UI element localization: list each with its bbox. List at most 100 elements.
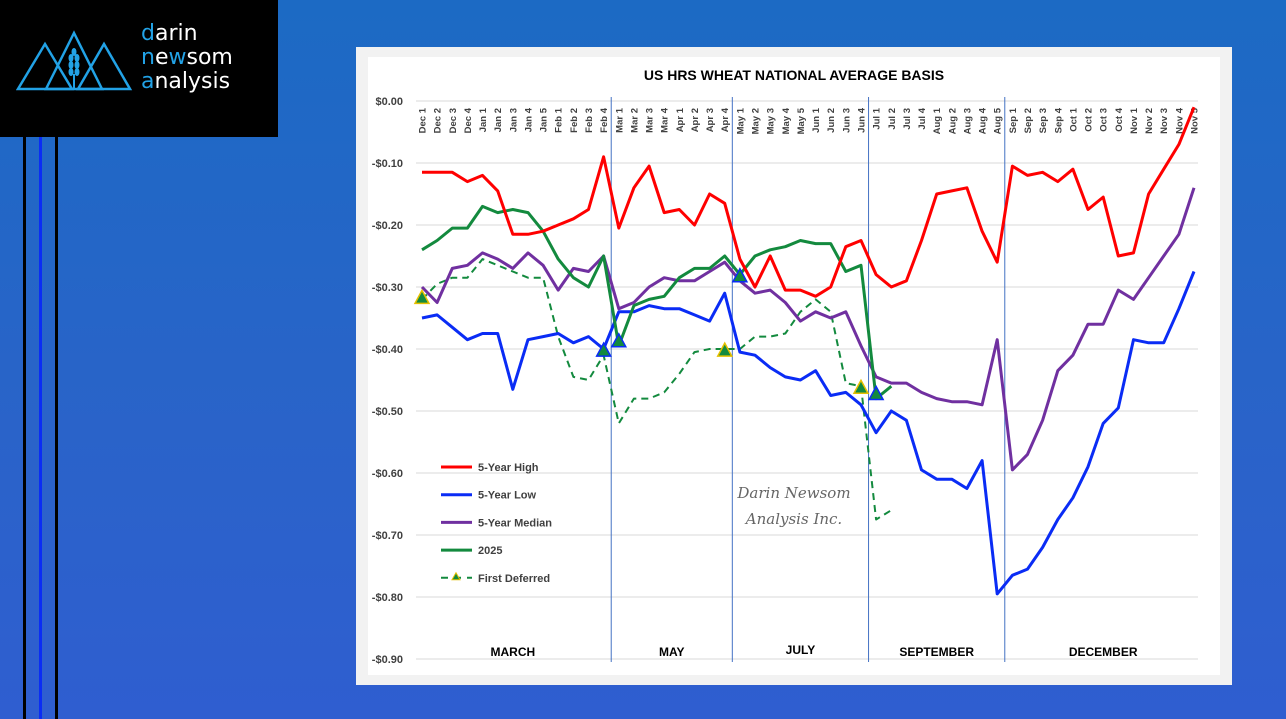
x-tick-label: Nov 5 <box>1190 107 1201 134</box>
brand-letter: d <box>141 21 155 46</box>
x-tick-label: Apr 2 <box>690 108 701 132</box>
series-lines <box>420 106 1196 596</box>
x-tick-label: Nov 4 <box>1174 107 1185 134</box>
period-label: MAY <box>659 645 685 659</box>
triangle-marker <box>413 288 431 305</box>
brand-word: som <box>186 45 233 70</box>
x-tick-label: Aug 2 <box>947 108 958 134</box>
y-tick-label: -$0.50 <box>372 406 403 418</box>
x-tick-label: Aug 3 <box>962 108 973 134</box>
series-line-first-deferred <box>421 258 892 521</box>
legend-label: 5-Year High <box>478 462 539 474</box>
triangle-marker <box>595 341 612 357</box>
brand-line-3: analysis <box>141 70 233 94</box>
decor-bar-black-2 <box>55 137 58 719</box>
decor-bar-black-1 <box>23 137 26 719</box>
x-tick-label: Jun 4 <box>856 107 867 133</box>
series-line-2025 <box>421 204 893 401</box>
x-tick-label: May 3 <box>766 108 777 134</box>
legend-label: 2025 <box>478 545 502 557</box>
x-tick-label: Apr 1 <box>675 107 686 132</box>
x-axis-labels: Dec 1 Dec 2 Dec 3 Dec 4 Jan 1 Jan 2 Jan 3 Jan 4… <box>418 107 1201 134</box>
triangle-marker <box>610 332 628 348</box>
y-tick-label: -$0.90 <box>372 654 403 666</box>
x-tick-label: Apr 3 <box>705 108 716 132</box>
x-tick-label: Feb 4 <box>599 107 610 133</box>
y-tick-label: -$0.20 <box>372 220 403 232</box>
x-tick-label: Sep 4 <box>1053 107 1064 133</box>
mountain-wheat-icon <box>16 30 133 91</box>
x-tick-label: Sep 3 <box>1038 108 1049 133</box>
triangle-marker <box>716 341 734 357</box>
x-tick-label: Oct 1 <box>1068 107 1079 131</box>
x-tick-label: Oct 2 <box>1084 108 1095 132</box>
x-tick-label: Jul 2 <box>887 108 898 130</box>
x-tick-label: Jun 2 <box>826 108 837 133</box>
brand-logo-block: darin newsom analysis <box>0 0 278 137</box>
x-tick-label: May 1 <box>735 107 746 134</box>
x-tick-label: Mar 4 <box>660 107 671 133</box>
triangle-marker <box>731 267 749 283</box>
x-tick-label: Jun 1 <box>811 107 822 133</box>
brand-word: e <box>154 45 169 70</box>
brand-line-1: darin <box>141 22 233 46</box>
x-tick-label: May 5 <box>796 107 807 134</box>
watermark: Darin Newsom Analysis Inc. <box>736 484 850 528</box>
decor-bar-blue <box>39 137 42 719</box>
brand-letter: w <box>168 45 187 70</box>
legend-label: 5-Year Median <box>478 517 552 529</box>
brand-letter: a <box>141 69 155 94</box>
contract-period-dividers: MARCH MAY JULY SEPTEMBER DECEMBER <box>490 97 1138 662</box>
chart-area <box>368 57 1220 675</box>
x-tick-label: Jul 3 <box>902 108 913 130</box>
period-label: JULY <box>786 643 816 657</box>
series-line-5-year-median <box>420 187 1196 472</box>
brand-word: arin <box>154 21 198 46</box>
period-label: MARCH <box>490 645 535 659</box>
chart-title: US HRS WHEAT NATIONAL AVERAGE BASIS <box>644 67 944 83</box>
watermark-line-1: Darin Newsom <box>736 484 850 502</box>
period-label: SEPTEMBER <box>899 645 974 659</box>
series-line-5-year-low <box>421 270 1196 596</box>
legend-label: First Deferred <box>478 573 550 585</box>
y-tick-label: -$0.80 <box>372 592 403 604</box>
brand-letter: n <box>141 45 155 70</box>
x-tick-label: Apr 4 <box>720 107 731 132</box>
x-tick-label: Jan 4 <box>523 107 534 132</box>
x-tick-label: Aug 1 <box>932 107 943 134</box>
x-tick-label: Sep 2 <box>1023 108 1034 133</box>
x-tick-label: Jan 5 <box>539 107 550 132</box>
y-tick-label: -$0.40 <box>372 344 403 356</box>
y-tick-label: $0.00 <box>375 96 403 108</box>
x-tick-label: Dec 3 <box>448 108 459 133</box>
x-tick-label: Mar 2 <box>629 108 640 133</box>
x-tick-label: Oct 3 <box>1099 108 1110 132</box>
x-tick-label: May 4 <box>781 107 792 134</box>
brand-word: nalysis <box>154 69 231 94</box>
x-tick-label: Jan 2 <box>493 108 504 132</box>
y-tick-label: -$0.60 <box>372 468 403 480</box>
legend-marker-icon <box>451 571 461 581</box>
x-tick-label: Jan 3 <box>508 108 519 132</box>
triangle-marker <box>867 384 885 401</box>
x-tick-label: Aug 5 <box>993 107 1004 134</box>
y-tick-label: -$0.30 <box>372 282 403 294</box>
period-label: DECEMBER <box>1069 645 1138 659</box>
brand-line-2: newsom <box>141 46 233 70</box>
x-tick-label: Jul 1 <box>872 107 883 129</box>
x-tick-label: Feb 2 <box>569 108 580 133</box>
x-tick-label: Mar 1 <box>614 107 625 133</box>
x-tick-label: Jun 3 <box>841 108 852 133</box>
x-tick-label: Sep 1 <box>1008 107 1019 133</box>
brand-name: darin newsom analysis <box>141 22 233 94</box>
gridlines <box>416 100 1198 660</box>
triangle-marker <box>852 378 870 395</box>
y-tick-label: -$0.10 <box>372 158 403 170</box>
x-tick-label: Oct 4 <box>1114 107 1125 131</box>
x-tick-label: Jan 1 <box>478 107 489 132</box>
y-axis-labels: $0.00 -$0.10 -$0.20 -$0.30 -$0.40 -$0.50 -$0.6… <box>372 96 403 666</box>
x-tick-label: Nov 3 <box>1159 108 1170 134</box>
x-tick-label: Mar 3 <box>645 108 656 133</box>
legend: 5-Year High 5-Year Low 5-Year Median 2025 Fi… <box>441 462 552 585</box>
x-tick-label: Dec 1 <box>418 107 429 133</box>
